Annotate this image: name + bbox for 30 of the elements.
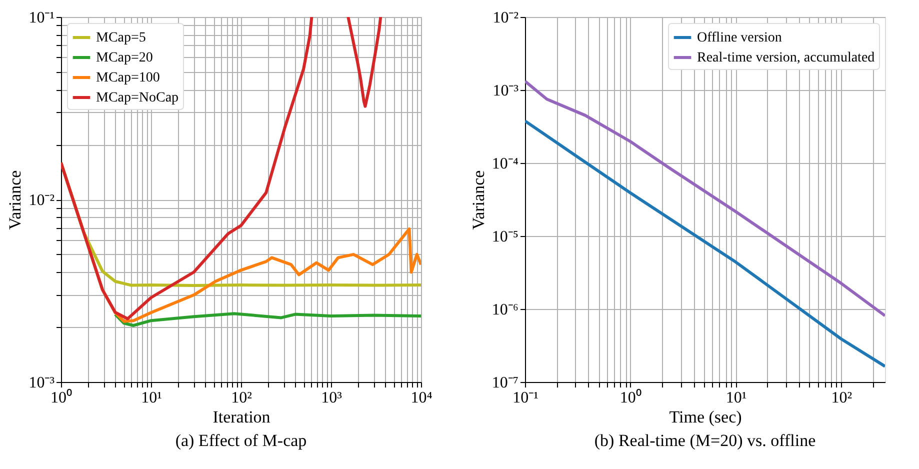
legend-label: MCap=20 <box>96 50 153 66</box>
y-tick-label: 10⁻⁴ <box>492 156 519 172</box>
x-tick-label: 10¹ <box>726 390 747 406</box>
legend-label: MCap=NoCap <box>96 90 179 106</box>
x-axis-title: Iteration <box>212 408 271 426</box>
y-tick-label: 10⁻¹ <box>28 10 55 26</box>
y-tick-label: 10⁻³ <box>28 374 55 392</box>
x-tick-label: 10⁻¹ <box>512 390 539 406</box>
y-tick-label: 10⁻⁵ <box>492 228 518 246</box>
x-tick-label: 10¹ <box>141 390 162 406</box>
x-tick-label: 10³ <box>321 390 342 406</box>
legend-label: Real-time version, accumulated <box>697 50 875 66</box>
x-tick-label: 10² <box>831 390 852 406</box>
text: (a) Effect of M-cap <box>175 431 307 450</box>
y-tick-label: 10⁻⁷ <box>492 374 518 392</box>
x-tick-label: 10⁴ <box>410 390 433 406</box>
legend-label: MCap=5 <box>96 30 146 46</box>
legend-label: Offline version <box>697 30 782 46</box>
text: (b) Real-time (M=20) vs. offline <box>594 431 816 450</box>
y-tick-label: 10⁻² <box>28 192 55 209</box>
y-axis-title: Variance <box>468 170 488 230</box>
x-axis-title: Time (sec) <box>669 408 742 426</box>
y-axis-title: Variance <box>6 170 25 230</box>
x-tick-label: 10² <box>231 390 252 406</box>
y-tick-label: 10⁻² <box>492 10 519 26</box>
y-tick-label: 10⁻³ <box>492 82 519 100</box>
x-tick-label: 10⁰ <box>50 388 72 406</box>
y-tick-label: 10⁻⁶ <box>492 302 518 318</box>
x-tick-label: 10⁰ <box>620 388 642 406</box>
legend-label: MCap=100 <box>96 70 160 86</box>
